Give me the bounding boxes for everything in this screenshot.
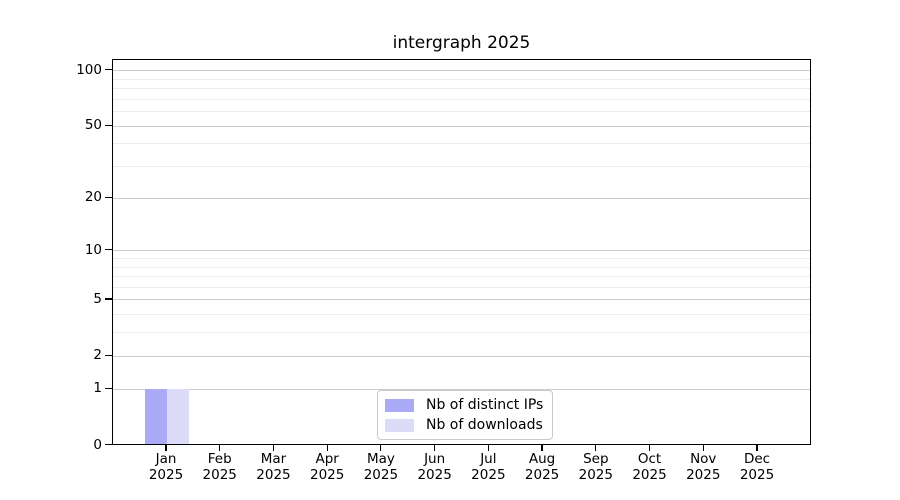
x-tick-month: May (366, 451, 395, 467)
legend-row-distinct-ips: Nb of distinct IPs (385, 397, 543, 413)
gridline-minor (113, 286, 810, 288)
y-tick-label: 2 (93, 347, 102, 364)
legend-row-downloads: Nb of downloads (385, 417, 543, 433)
x-tick-label: Sep 2025 (569, 451, 623, 483)
bar-nb-of-downloads-jan (167, 389, 189, 445)
y-tick-mark (105, 387, 112, 389)
x-tick-mark (756, 444, 758, 451)
gridline-minor (113, 314, 810, 316)
gridline-major (113, 355, 810, 357)
x-tick-mark (595, 444, 597, 451)
gridline-major (113, 125, 810, 127)
x-tick-month: Sep (583, 451, 609, 467)
x-tick-label: Mar 2025 (246, 451, 300, 483)
gridline-minor (113, 258, 810, 259)
x-tick-mark (541, 444, 543, 451)
y-tick-label: 50 (84, 117, 102, 134)
x-tick-month: Apr (315, 451, 339, 467)
plot-area (112, 59, 811, 445)
y-tick-mark (105, 69, 112, 71)
legend-swatch-downloads (385, 418, 414, 432)
y-tick-mark (105, 196, 112, 198)
y-tick-label: 20 (84, 189, 102, 206)
legend-label-distinct-ips: Nb of distinct IPs (426, 397, 544, 413)
gridline-major (113, 70, 810, 72)
y-tick-label: 5 (93, 290, 102, 307)
gridline-minor (113, 332, 810, 334)
x-tick-mark (272, 444, 275, 451)
gridline-minor (113, 78, 810, 80)
x-tick-mark (219, 444, 221, 451)
legend-label-downloads: Nb of downloads (426, 417, 543, 433)
x-tick-month: Aug (528, 451, 556, 467)
x-tick-label: Oct 2025 (623, 451, 677, 483)
y-tick-mark (105, 249, 112, 251)
gridline-minor (113, 143, 810, 145)
x-tick-label: Jul 2025 (461, 451, 515, 483)
gridline-minor (113, 111, 810, 113)
x-tick-year: 2025 (524, 466, 560, 483)
x-tick-mark (326, 444, 328, 451)
y-tick-mark (105, 124, 112, 126)
bar-nb-of-distinct-ips-jan (145, 389, 167, 445)
x-tick-month: Oct (637, 451, 662, 467)
x-tick-month: Mar (260, 451, 287, 467)
y-tick-mark (105, 443, 112, 446)
y-tick-mark (105, 354, 112, 356)
gridline-minor (113, 266, 810, 268)
y-tick-label: 10 (84, 241, 102, 258)
x-tick-year: 2025 (148, 466, 184, 483)
y-tick-label: 1 (93, 380, 102, 397)
x-tick-month: Jul (480, 451, 497, 467)
x-tick-label: Aug 2025 (515, 451, 569, 483)
x-tick-month: Feb (207, 451, 232, 467)
x-tick-year: 2025 (739, 466, 775, 483)
legend: Nb of distinct IPs Nb of downloads (377, 390, 554, 440)
x-tick-mark (434, 444, 436, 451)
gridline-minor (113, 276, 810, 278)
gridline-major (113, 250, 810, 252)
x-tick-year: 2025 (202, 466, 237, 483)
gridline-major (113, 388, 810, 390)
x-tick-year: 2025 (417, 466, 452, 483)
x-tick-label: Dec 2025 (730, 451, 784, 483)
x-tick-label: May 2025 (354, 451, 408, 483)
gridline-minor (113, 88, 810, 90)
x-tick-year: 2025 (363, 466, 399, 483)
x-tick-year: 2025 (471, 466, 506, 483)
gridline-minor (113, 98, 810, 100)
x-tick-year: 2025 (578, 466, 613, 483)
y-tick-label: 0 (93, 436, 102, 453)
x-tick-label: Feb 2025 (193, 451, 247, 483)
chart-title: intergraph 2025 (392, 33, 531, 53)
x-tick-year: 2025 (686, 466, 721, 483)
y-tick-mark (105, 298, 112, 300)
gridline-major (113, 197, 810, 199)
legend-swatch-distinct-ips (385, 398, 414, 412)
x-tick-year: 2025 (256, 466, 291, 483)
x-tick-month: Jan (155, 451, 177, 467)
x-tick-label: Jan 2025 (139, 451, 193, 483)
gridline-major (113, 299, 810, 301)
x-tick-label: Nov 2025 (676, 451, 730, 483)
x-tick-mark (380, 444, 382, 451)
x-tick-label: Apr 2025 (300, 451, 354, 483)
x-tick-mark (648, 444, 651, 451)
gridline-minor (113, 166, 810, 168)
x-tick-year: 2025 (309, 466, 345, 483)
x-tick-mark (702, 444, 704, 451)
x-tick-mark (165, 444, 167, 451)
x-tick-label: Jun 2025 (408, 451, 462, 483)
x-tick-mark (487, 444, 489, 451)
x-tick-month: Nov (690, 451, 717, 467)
x-tick-year: 2025 (632, 466, 667, 483)
x-tick-month: Jun (424, 451, 446, 467)
y-tick-label: 100 (76, 61, 102, 78)
x-tick-month: Dec (743, 451, 771, 467)
